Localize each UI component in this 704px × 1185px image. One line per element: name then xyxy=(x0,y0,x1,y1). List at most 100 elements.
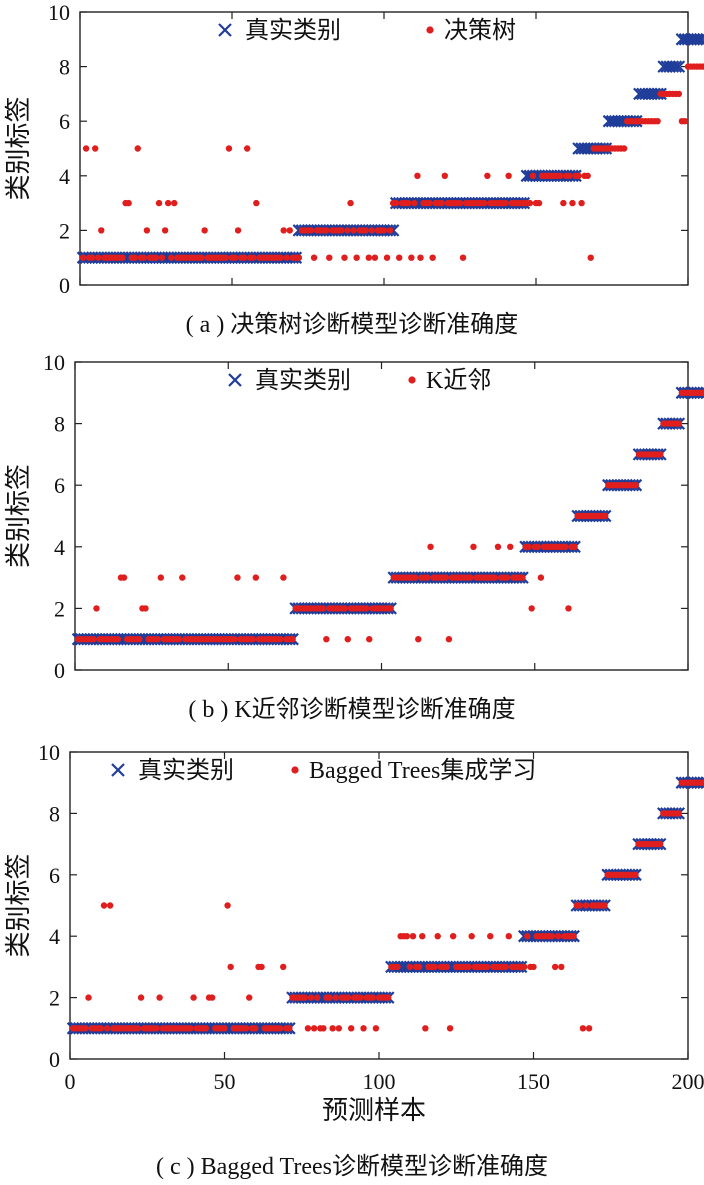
prediction-point xyxy=(700,779,704,786)
prediction-point xyxy=(528,605,535,612)
prediction-point xyxy=(434,933,441,940)
prediction-point xyxy=(153,1025,160,1032)
prediction-point xyxy=(530,963,537,971)
y-axis-label: 类别标签 xyxy=(4,96,33,200)
legend-marker-true-class xyxy=(111,763,125,777)
y-tick-label: 2 xyxy=(49,986,60,1011)
prediction-point xyxy=(157,574,165,581)
prediction-point xyxy=(412,574,419,581)
prediction-point xyxy=(335,1025,343,1032)
x-tick-label: 0 xyxy=(65,1069,76,1094)
prediction-point xyxy=(140,254,148,261)
prediction-point xyxy=(503,574,511,581)
prediction-point xyxy=(383,254,391,261)
prediction-point xyxy=(526,199,534,207)
prediction-point xyxy=(465,963,472,971)
prediction-point xyxy=(171,199,178,207)
prediction-point xyxy=(92,145,99,152)
prediction-point xyxy=(582,902,590,909)
prediction-point xyxy=(571,543,578,550)
prediction-point xyxy=(584,172,591,179)
prediction-point xyxy=(431,963,438,971)
prediction-point xyxy=(176,636,183,643)
prediction-point xyxy=(277,636,284,643)
x-tick-label: 200 xyxy=(672,1069,704,1094)
prediction-point xyxy=(250,254,257,261)
legend-marker-prediction xyxy=(426,26,434,34)
prediction-point xyxy=(222,254,230,261)
series-prediction xyxy=(69,779,704,1032)
legend-label-prediction: Bagged Trees集成学习 xyxy=(309,757,536,784)
prediction-point xyxy=(632,871,639,878)
prediction-point xyxy=(338,227,345,234)
prediction-point xyxy=(234,574,241,581)
prediction-point xyxy=(656,840,664,848)
prediction-point xyxy=(548,933,556,940)
prediction-point xyxy=(329,1025,336,1032)
prediction-point xyxy=(258,963,265,971)
prediction-point xyxy=(372,1025,380,1032)
prediction-point xyxy=(491,574,499,581)
prediction-point xyxy=(441,172,448,179)
prediction-point xyxy=(143,227,151,234)
prediction-point xyxy=(468,933,475,940)
prediction-point xyxy=(283,254,290,261)
prediction-point xyxy=(82,145,90,152)
prediction-point xyxy=(394,963,401,971)
prediction-point xyxy=(125,199,132,207)
prediction-point xyxy=(366,636,373,643)
prediction-point xyxy=(524,933,531,940)
prediction-point xyxy=(168,254,175,261)
y-tick-label: 6 xyxy=(54,473,65,498)
prediction-point xyxy=(85,994,92,1001)
legend-label-prediction: K近邻 xyxy=(426,367,491,394)
y-tick-label: 4 xyxy=(49,924,60,949)
legend: 真实类别 K近邻 xyxy=(228,367,491,394)
prediction-point xyxy=(154,636,161,643)
prediction-point xyxy=(557,172,564,179)
series-prediction xyxy=(74,389,704,643)
prediction-point xyxy=(134,145,141,152)
prediction-point xyxy=(438,199,445,207)
prediction-point xyxy=(396,254,403,261)
prediction-point xyxy=(304,1025,312,1032)
prediction-point xyxy=(286,227,293,234)
prediction-point xyxy=(326,994,333,1001)
prediction-point xyxy=(446,1025,454,1032)
prediction-point xyxy=(507,543,514,550)
prediction-point xyxy=(429,254,436,261)
prediction-point xyxy=(443,963,451,971)
prediction-point xyxy=(155,199,163,207)
prediction-point xyxy=(551,963,559,971)
prediction-point xyxy=(525,543,532,550)
prediction-point xyxy=(286,1025,293,1032)
prediction-point xyxy=(371,254,379,261)
chart-panel-1: 0 2 4 6 8 10 类别标签 ( a ) 决策树诊断模型诊断准确度 真实类别 决策树 xyxy=(4,0,704,338)
prediction-point xyxy=(344,227,351,234)
prediction-point xyxy=(353,254,360,261)
prediction-point xyxy=(562,543,569,550)
y-tick-label: 10 xyxy=(43,350,65,375)
true-class-point xyxy=(699,33,704,46)
prediction-point xyxy=(93,605,100,612)
x-axis-label: 预测样本 xyxy=(322,1096,426,1125)
prediction-point xyxy=(246,994,253,1001)
prediction-point xyxy=(326,254,333,261)
prediction-point xyxy=(88,254,96,261)
prediction-point xyxy=(90,636,97,643)
prediction-point xyxy=(415,636,422,643)
prediction-point xyxy=(535,199,543,207)
prediction-point xyxy=(570,933,577,940)
prediction-point xyxy=(307,994,315,1001)
prediction-point xyxy=(405,199,412,207)
prediction-point xyxy=(575,172,582,179)
prediction-point xyxy=(494,543,502,550)
prediction-point xyxy=(242,1025,250,1032)
true-class-point xyxy=(700,776,704,789)
true-class-point xyxy=(672,60,686,73)
y-tick-label: 4 xyxy=(59,164,70,189)
prediction-point xyxy=(459,254,467,261)
prediction-point xyxy=(289,636,296,643)
